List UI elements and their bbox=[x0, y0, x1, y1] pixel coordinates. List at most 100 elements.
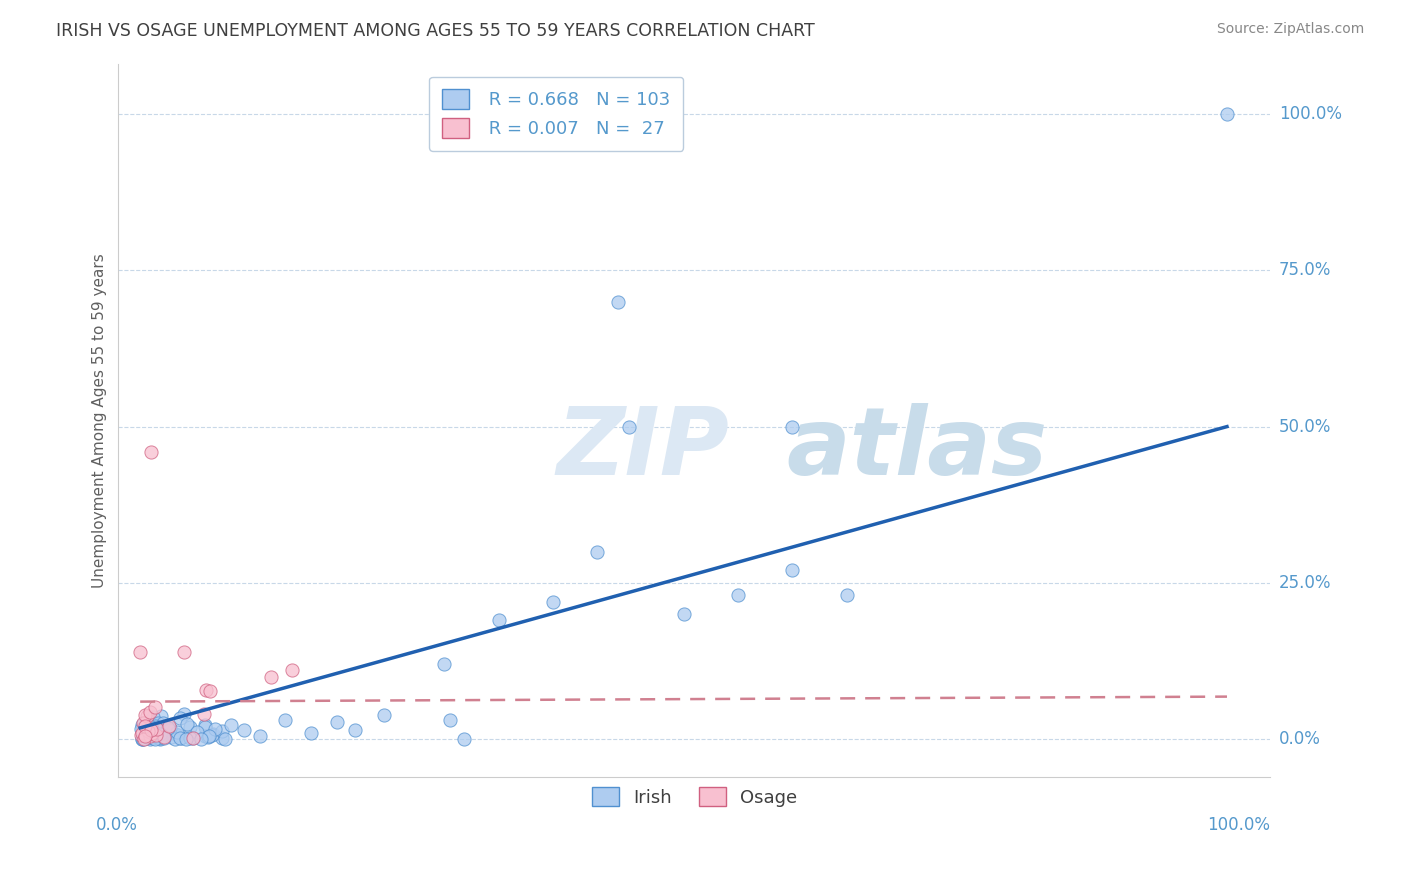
Point bbox=[159, 721, 181, 735]
Point bbox=[145, 730, 167, 744]
Point bbox=[211, 731, 233, 745]
Point bbox=[166, 725, 188, 739]
Point bbox=[176, 717, 198, 731]
Point bbox=[143, 729, 166, 743]
Point bbox=[585, 544, 607, 558]
Point bbox=[149, 731, 172, 745]
Point bbox=[138, 730, 160, 744]
Point bbox=[142, 721, 165, 735]
Point bbox=[219, 718, 242, 732]
Point bbox=[153, 731, 176, 745]
Point bbox=[148, 727, 170, 741]
Point bbox=[672, 607, 695, 621]
Point bbox=[145, 723, 167, 737]
Point bbox=[193, 707, 215, 722]
Point bbox=[214, 731, 236, 746]
Point bbox=[433, 657, 456, 672]
Point bbox=[201, 729, 224, 743]
Point bbox=[150, 708, 173, 723]
Point bbox=[138, 730, 160, 744]
Point bbox=[181, 731, 204, 745]
Point bbox=[194, 730, 217, 744]
Point bbox=[190, 731, 212, 746]
Point bbox=[129, 645, 152, 659]
Point bbox=[198, 729, 221, 743]
Text: 100.0%: 100.0% bbox=[1279, 105, 1341, 123]
Text: 100.0%: 100.0% bbox=[1208, 816, 1271, 834]
Point bbox=[134, 719, 156, 733]
Point bbox=[129, 728, 152, 742]
Point bbox=[146, 723, 169, 737]
Point bbox=[163, 731, 186, 746]
Point bbox=[160, 730, 183, 744]
Point bbox=[131, 726, 153, 740]
Point bbox=[143, 719, 166, 733]
Text: ZIP: ZIP bbox=[557, 403, 730, 495]
Point bbox=[141, 720, 163, 734]
Point bbox=[134, 719, 156, 733]
Point bbox=[211, 724, 233, 739]
Text: IRISH VS OSAGE UNEMPLOYMENT AMONG AGES 55 TO 59 YEARS CORRELATION CHART: IRISH VS OSAGE UNEMPLOYMENT AMONG AGES 5… bbox=[56, 22, 815, 40]
Point bbox=[157, 719, 180, 733]
Point bbox=[157, 723, 180, 737]
Point bbox=[194, 683, 217, 698]
Point bbox=[488, 613, 510, 627]
Point bbox=[619, 419, 641, 434]
Point bbox=[141, 722, 163, 736]
Point bbox=[186, 725, 208, 739]
Point bbox=[139, 731, 162, 746]
Point bbox=[132, 731, 155, 746]
Point bbox=[148, 725, 170, 739]
Text: 50.0%: 50.0% bbox=[1279, 417, 1331, 435]
Point bbox=[194, 718, 217, 732]
Point bbox=[142, 723, 165, 738]
Point bbox=[197, 730, 219, 744]
Point bbox=[142, 710, 165, 724]
Point bbox=[181, 731, 204, 745]
Point bbox=[134, 729, 156, 743]
Point bbox=[281, 664, 304, 678]
Point bbox=[146, 715, 169, 730]
Point bbox=[141, 721, 163, 735]
Point bbox=[173, 645, 195, 659]
Point bbox=[273, 713, 295, 727]
Point bbox=[176, 732, 198, 747]
Point bbox=[153, 730, 176, 744]
Point bbox=[131, 732, 153, 747]
Point bbox=[141, 725, 163, 739]
Point bbox=[135, 726, 157, 740]
Point bbox=[780, 563, 803, 577]
Point bbox=[439, 713, 461, 727]
Point bbox=[132, 731, 155, 746]
Point bbox=[156, 722, 179, 736]
Point bbox=[193, 720, 215, 734]
Point bbox=[143, 731, 166, 746]
Point bbox=[148, 723, 170, 738]
Point bbox=[173, 706, 195, 721]
Point bbox=[129, 722, 152, 736]
Point bbox=[152, 716, 174, 731]
Point bbox=[138, 723, 160, 738]
Point bbox=[135, 728, 157, 742]
Point bbox=[453, 731, 475, 746]
Point bbox=[541, 594, 564, 608]
Text: 0.0%: 0.0% bbox=[1279, 731, 1320, 748]
Point bbox=[343, 723, 366, 738]
Point bbox=[373, 707, 395, 722]
Point bbox=[143, 723, 166, 737]
Point bbox=[249, 729, 271, 743]
Point bbox=[138, 727, 160, 741]
Point bbox=[136, 708, 159, 723]
Point bbox=[201, 727, 224, 741]
Text: 75.0%: 75.0% bbox=[1279, 261, 1331, 279]
Point bbox=[132, 731, 155, 745]
Point bbox=[179, 720, 201, 734]
Point bbox=[259, 670, 281, 684]
Point bbox=[134, 708, 156, 723]
Point bbox=[145, 727, 167, 741]
Point bbox=[131, 731, 153, 746]
Text: 0.0%: 0.0% bbox=[96, 816, 138, 834]
Point bbox=[780, 419, 803, 434]
Point bbox=[146, 720, 169, 734]
Point bbox=[835, 588, 858, 602]
